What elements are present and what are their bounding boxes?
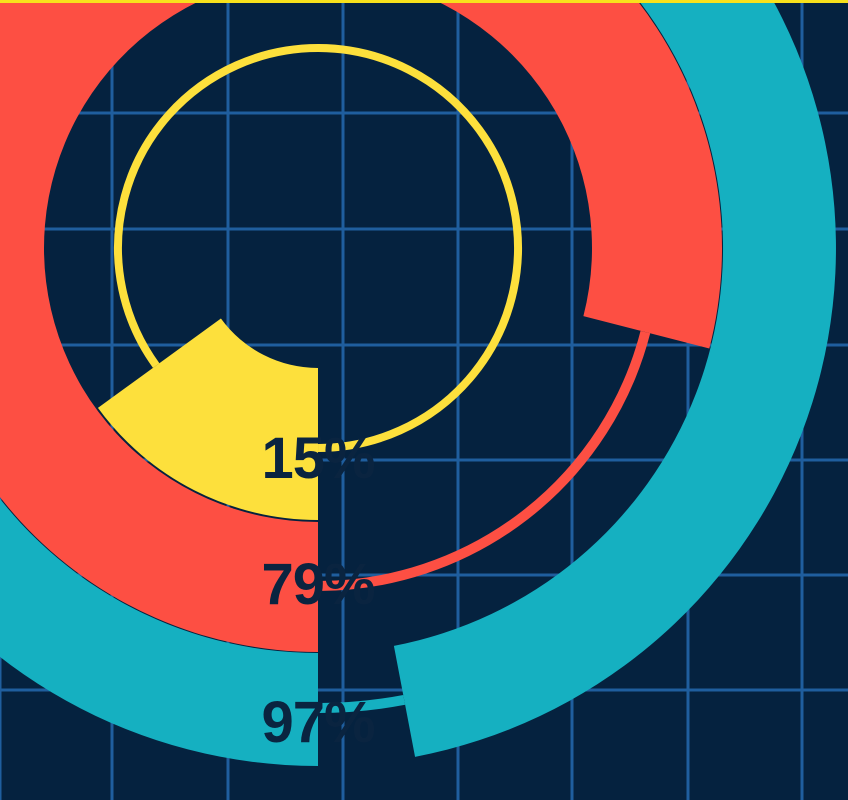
- ring-arc-red: [0, 0, 723, 652]
- progress-rings: [0, 0, 836, 766]
- ring-track-yellow: [114, 44, 522, 452]
- ring-track-red: [318, 330, 651, 591]
- top-border: [0, 0, 848, 3]
- ring-track-teal: [318, 694, 406, 713]
- value-labels: 15% 79% 97%: [261, 426, 376, 755]
- value-label-red: 79%: [261, 552, 375, 617]
- ring-arc-teal: [0, 0, 836, 766]
- value-label-yellow: 15%: [261, 426, 375, 491]
- ring-arc-yellow: [97, 318, 318, 520]
- value-label-teal: 97%: [261, 690, 375, 755]
